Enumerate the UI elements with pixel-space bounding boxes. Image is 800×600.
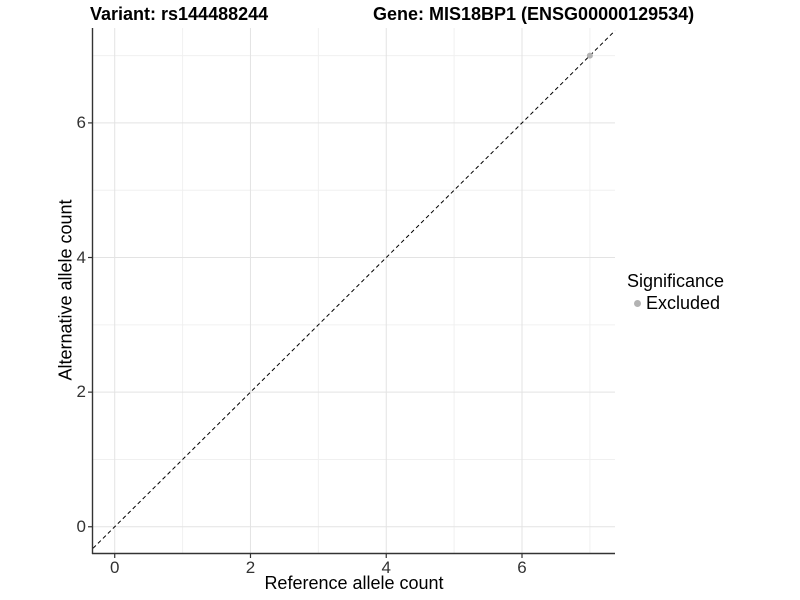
- excluded-point-icon: [634, 299, 641, 307]
- gene-title: Gene: MIS18BP1 (ENSG00000129534): [373, 4, 695, 24]
- legend-title: Significance: [627, 271, 725, 291]
- y-axis-title: Alternative allele count: [55, 199, 76, 381]
- x-tick-label-2: 2: [245, 558, 256, 577]
- legend-item-excluded: Excluded: [627, 293, 724, 313]
- y-tick-label-0: 0: [76, 516, 86, 536]
- y-tick-label-6: 6: [76, 112, 86, 132]
- y-tick-label-4: 4: [76, 247, 86, 267]
- identity-line: [92, 30, 616, 549]
- data-point-excluded: [586, 52, 593, 59]
- y-tick-label-2: 2: [76, 382, 86, 402]
- panel-background: [93, 28, 615, 553]
- x-tick-label-0: 0: [109, 558, 120, 577]
- x-axis-title: Reference allele count: [264, 573, 444, 593]
- x-tick-label-6: 6: [517, 558, 527, 577]
- legend-item-label: Excluded: [646, 293, 721, 313]
- variant-title: Variant: rs144488244: [90, 4, 269, 24]
- x-tick-label-4: 4: [381, 558, 391, 577]
- legend: Significance Excluded: [627, 270, 724, 313]
